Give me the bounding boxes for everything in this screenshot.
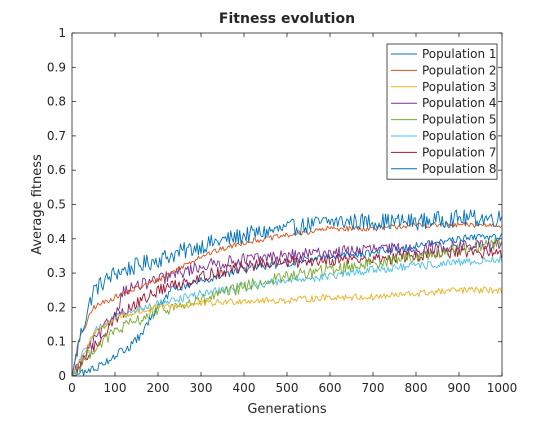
x-tick-label: 800 [405, 381, 428, 395]
axes-box [71, 32, 503, 377]
legend-label: Population 1 [422, 47, 497, 61]
y-tick-label: 0 [58, 369, 66, 383]
x-tick-label: 400 [233, 381, 256, 395]
y-tick-label: 0.9 [47, 60, 66, 74]
x-tick-label: 300 [190, 381, 213, 395]
x-tick-label: 100 [104, 381, 127, 395]
y-tick-label: 0.3 [47, 266, 66, 280]
y-tick-label: 0.6 [47, 163, 66, 177]
series-layer [71, 209, 503, 377]
y-axis-ticks: 0 0.1 0.2 0.3 0.4 0.5 0.6 0.7 0.8 0.9 1 [47, 26, 502, 383]
legend-label: Population 2 [422, 63, 497, 77]
y-tick-label: 0.4 [47, 232, 66, 246]
legend: Population 1 Population 2 Population 3 Popu… [386, 43, 498, 180]
x-tick-label: 1000 [487, 381, 518, 395]
y-tick-label: 1 [58, 26, 66, 40]
series-line-6 [71, 255, 503, 377]
y-tick-label: 0.2 [47, 300, 66, 314]
x-axis-ticks: 0 100 200 300 400 500 600 700 800 900 1000 [68, 33, 517, 395]
legend-label: Population 4 [422, 96, 497, 110]
series-line-5 [71, 237, 503, 377]
y-tick-label: 0.7 [47, 129, 66, 143]
y-axis-label: Average fitness [30, 154, 45, 255]
x-tick-label: 600 [319, 381, 342, 395]
legend-box [386, 43, 498, 180]
series-line-4 [71, 239, 503, 377]
series-line-1 [71, 209, 503, 377]
y-tick-label: 0.1 [47, 335, 66, 349]
x-tick-label: 0 [68, 381, 76, 395]
x-tick-label: 900 [448, 381, 471, 395]
series-line-3 [71, 286, 503, 377]
y-tick-label: 0.5 [47, 198, 66, 212]
series-line-2 [71, 221, 502, 377]
legend-label: Population 6 [422, 129, 497, 143]
legend-label: Population 7 [422, 145, 497, 159]
y-tick-label: 0.8 [47, 95, 66, 109]
legend-label: Population 3 [422, 80, 497, 94]
legend-label: Population 8 [422, 162, 497, 176]
x-tick-label: 500 [276, 381, 299, 395]
x-tick-label: 700 [362, 381, 385, 395]
x-axis-label: Generations [247, 402, 327, 417]
legend-label: Population 5 [422, 113, 497, 127]
x-tick-label: 200 [147, 381, 170, 395]
chart-title: Fitness evolution [219, 11, 355, 27]
